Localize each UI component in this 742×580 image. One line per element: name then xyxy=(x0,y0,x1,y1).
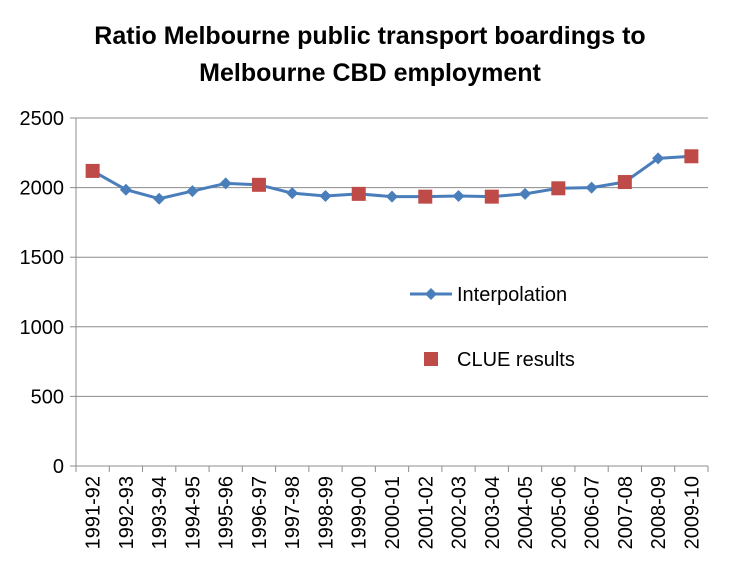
x-tick-label: 1993-94 xyxy=(149,476,171,549)
legend-interpolation-marker xyxy=(425,288,437,300)
clue-results-point xyxy=(551,181,566,196)
series xyxy=(85,149,699,205)
x-tick-label: 1994-95 xyxy=(182,476,204,549)
clue-results-point xyxy=(418,189,433,204)
interpolation-point xyxy=(585,181,598,194)
x-tick-label: 2006-07 xyxy=(582,476,604,549)
y-tick-label: 2000 xyxy=(20,178,65,200)
x-tick-label: 1998-99 xyxy=(315,476,337,549)
interpolation-point xyxy=(452,189,465,202)
x-tick-label: 2005-06 xyxy=(548,476,570,549)
axes xyxy=(70,117,709,472)
y-tick-label: 500 xyxy=(31,386,64,408)
x-tick-label: 1995-96 xyxy=(216,476,238,549)
x-tick-label: 2008-09 xyxy=(648,476,670,549)
interpolation-point xyxy=(519,187,532,200)
gridlines xyxy=(76,117,708,397)
interpolation-point xyxy=(286,187,299,200)
x-tick-label: 1996-97 xyxy=(249,476,271,549)
chart-title-line-1: Ratio Melbourne public transport boardin… xyxy=(94,22,645,50)
x-tick-label: 1999-00 xyxy=(349,476,371,549)
legend-clue-label: CLUE results xyxy=(457,349,575,371)
interpolation-point xyxy=(119,183,132,196)
x-tick-label: 2001-02 xyxy=(415,476,437,549)
x-tick-label: 2009-10 xyxy=(681,476,703,549)
legend-clue-marker xyxy=(424,352,438,366)
clue-results-point xyxy=(85,163,100,178)
x-tick-label: 1991-92 xyxy=(83,476,105,549)
clue-results-point xyxy=(351,186,366,201)
interpolation-point xyxy=(386,190,398,203)
y-tick-label: 1000 xyxy=(20,317,65,339)
legend-interpolation-label: Interpolation xyxy=(457,284,567,306)
clue-results-point xyxy=(684,149,699,164)
x-tick-label: 1997-98 xyxy=(282,476,304,549)
x-tick-label: 2004-05 xyxy=(515,476,537,549)
clue-results-point xyxy=(617,175,632,190)
x-tick-label: 2000-01 xyxy=(382,476,404,549)
interpolation-point xyxy=(319,189,332,202)
interpolation-point xyxy=(186,185,199,198)
legend: Interpolation CLUE results xyxy=(410,284,575,371)
clue-results-point xyxy=(251,177,266,192)
interpolation-point xyxy=(153,192,166,205)
x-tick-label: 2003-04 xyxy=(482,476,504,549)
y-tick-label: 0 xyxy=(53,456,64,478)
x-tick-labels: 1991-92 1992-93 1993-94 1994-95 1995-96 1996-… xyxy=(83,476,704,549)
x-tick-label: 2002-03 xyxy=(449,476,471,549)
y-tick-labels: 0 500 1000 1500 2000 2500 xyxy=(20,108,65,478)
clue-results-point xyxy=(484,189,499,204)
chart-title-line-2: Melbourne CBD employment xyxy=(199,59,541,87)
x-tick-label: 2007-08 xyxy=(615,476,637,549)
interpolation-point xyxy=(219,177,232,190)
x-tick-label: 1992-93 xyxy=(116,476,138,549)
y-tick-label: 1500 xyxy=(20,247,65,269)
interpolation-point xyxy=(652,152,665,165)
y-tick-label: 2500 xyxy=(20,108,65,130)
